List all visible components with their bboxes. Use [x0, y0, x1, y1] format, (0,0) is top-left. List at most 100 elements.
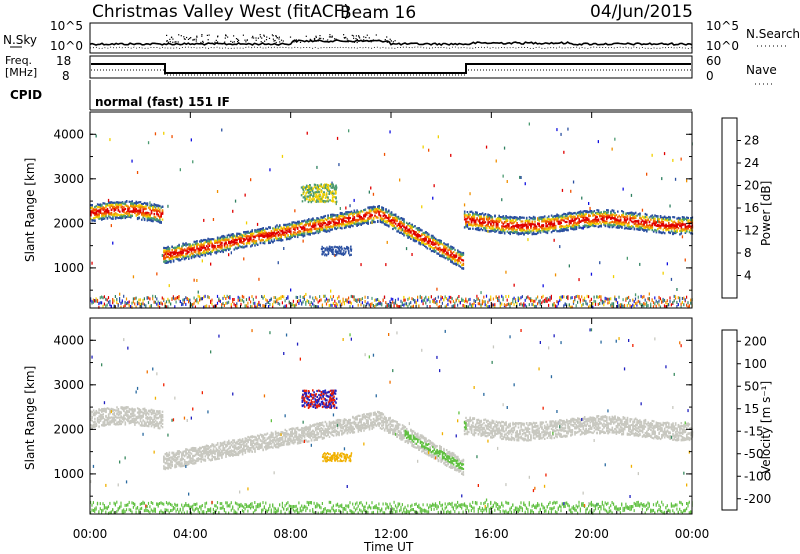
speckle-point: [630, 193, 633, 197]
scatter-point: [487, 224, 489, 227]
ground-point: [450, 300, 452, 304]
ground-point: [633, 300, 635, 304]
scatter-point: [451, 260, 454, 263]
nsky-point: [322, 38, 324, 40]
scatter-point: [672, 223, 674, 226]
ground-point: [194, 305, 196, 309]
nsky-point: [242, 34, 244, 36]
scatter-point: [432, 249, 434, 252]
scatter-point: [487, 223, 489, 226]
scatter-point: [607, 223, 609, 226]
scatter-point: [548, 222, 550, 225]
scatter-point: [331, 226, 333, 229]
scatter-point: [207, 250, 209, 253]
scatter-point: [589, 220, 591, 223]
scatter-point: [112, 201, 114, 204]
scatter-point: [458, 256, 460, 259]
scatter-point: [299, 230, 302, 233]
scatter-point: [462, 251, 465, 255]
scatter-point: [204, 254, 207, 257]
ground-point: [392, 300, 394, 304]
scatter-point: [487, 215, 489, 218]
ground-point: [95, 299, 97, 303]
ground-point: [479, 299, 481, 303]
scatter-point: [188, 257, 190, 260]
scatter-point: [163, 254, 165, 257]
scatter-point: [525, 231, 528, 234]
nsky-point: [387, 41, 389, 43]
scatter-point: [105, 209, 107, 212]
scatter-point: [152, 206, 154, 209]
ground-point: [90, 297, 92, 301]
scatter-point: [240, 246, 242, 249]
scatter-point: [233, 239, 236, 242]
scatter-point: [477, 227, 480, 230]
ground-point: [643, 302, 645, 305]
ground-point: [459, 301, 461, 305]
speckle-point: [192, 160, 194, 164]
scatter-point: [628, 227, 630, 230]
scatter-point: [445, 251, 448, 254]
scatter-point: [223, 236, 226, 239]
ground-point: [669, 296, 671, 300]
scatter-point: [434, 243, 437, 246]
scatter-point: [276, 237, 278, 240]
scatter-point: [397, 227, 400, 230]
scatter-point: [423, 237, 426, 240]
scatter-point: [254, 236, 256, 239]
ground-point: [430, 295, 432, 299]
scatter-point: [640, 227, 643, 230]
scatter-point: [494, 215, 496, 218]
nsky-point: [206, 34, 208, 36]
speckle-point: [405, 247, 408, 251]
power-scatter: [90, 122, 694, 309]
scatter-point: [520, 228, 522, 231]
scatter-point: [150, 217, 153, 220]
scatter-point: [525, 225, 528, 228]
scatter-point: [447, 249, 449, 252]
scatter-point: [485, 215, 488, 218]
scatter-point: [477, 214, 480, 217]
scatter-point: [463, 215, 466, 218]
scatter-point: [618, 226, 620, 229]
speckle-point: [345, 206, 347, 210]
scatter-point: [149, 215, 151, 218]
scatter-point: [159, 204, 161, 208]
scatter-point: [670, 230, 673, 233]
scatter-point: [308, 233, 310, 236]
scatter-point: [607, 215, 609, 218]
nsky-point: [166, 34, 168, 36]
nsky-tick-bottom: 10^0: [50, 39, 83, 53]
ground-point: [302, 296, 304, 299]
ground-point: [141, 302, 143, 306]
scatter-point: [581, 227, 583, 230]
scatter-point: [512, 225, 514, 228]
scatter-point: [303, 232, 306, 235]
ground-point: [539, 299, 541, 303]
scatter-point: [585, 220, 587, 223]
scatter-point: [639, 226, 641, 229]
ground-point: [437, 295, 439, 299]
scatter-point: [517, 217, 520, 220]
scatter-point: [617, 216, 619, 219]
ground-point: [364, 300, 366, 303]
scatter-point: [629, 216, 631, 219]
ground-point: [483, 300, 485, 304]
speckle-point: [501, 198, 503, 202]
scatter-point: [506, 225, 509, 228]
scatter-point: [199, 245, 201, 248]
scatter-point: [116, 213, 118, 216]
scatter-point: [646, 213, 648, 216]
scatter-point: [207, 246, 209, 249]
scatter-point: [211, 242, 213, 245]
scatter-point: [600, 211, 602, 214]
scatter-point: [510, 230, 513, 234]
scatter-point: [269, 241, 271, 244]
scatter-point: [470, 210, 473, 213]
ground-point: [283, 295, 285, 299]
scatter-point: [258, 231, 260, 234]
scatter-point: [320, 219, 322, 222]
scatter-point: [228, 240, 230, 244]
scatter-point: [368, 217, 371, 220]
scatter-point: [230, 241, 233, 244]
